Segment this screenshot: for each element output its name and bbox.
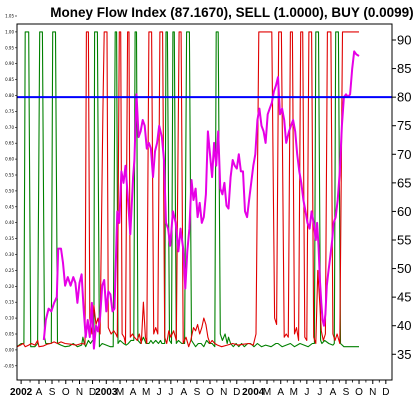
x-tick-label: J [304,387,309,398]
left-tick-label: 0.85 [5,77,14,82]
right-tick-label: 50 [397,261,411,276]
right-tick-label: 35 [397,347,411,362]
left-tick-label: 0.70 [5,125,14,130]
x-tick-label: M [263,387,271,398]
left-tick-label: 0.30 [5,252,14,257]
x-tick-label: A [181,387,188,398]
plot-area [16,31,392,350]
mfi-series-line [42,50,360,350]
left-tick-label: 0.50 [5,188,14,193]
left-tick-label: 0.15 [5,300,14,305]
x-tick-label: M [116,387,124,398]
right-tick-label: 70 [397,147,411,162]
left-tick-label: 1.00 [5,29,14,34]
right-tick-label: 45 [397,290,411,305]
x-tick-label: S [343,387,350,398]
left-tick-label: 0.05 [5,332,14,337]
right-tick-label: 80 [397,90,411,105]
left-tick-label: 0.75 [5,109,14,114]
x-tick-label: M [142,387,150,398]
left-tick-label: 0.35 [5,236,14,241]
x-tick-label: N [220,387,227,398]
right-tick-label: 90 [397,33,411,48]
left-tick-label: 0.90 [5,61,14,66]
x-tick-label: A [277,387,284,398]
chart-title: Money Flow Index (87.1670), SELL (1.0000… [50,5,413,20]
x-tick-label: O [355,387,363,398]
x-tick-label: J [157,387,162,398]
buy-series-line [16,31,359,348]
x-tick-label: D [382,387,389,398]
left-tick-label: 0.25 [5,268,14,273]
right-tick-label: 65 [397,175,411,190]
left-tick-label: 0.95 [5,45,14,50]
x-tick-label: M [290,387,298,398]
left-tick-label: 0.60 [5,157,14,162]
right-tick-label: 55 [397,233,411,248]
sell-series-line [16,31,359,348]
x-tick-label: 2004 [242,387,265,398]
left-tick-label: 1.05 [5,14,14,19]
left-tick-label: 0.10 [5,316,14,321]
x-tick-label: J [168,387,173,398]
x-tick-label: J [317,387,322,398]
left-tick-label: 0.55 [5,173,14,178]
right-tick-label: 75 [397,118,411,133]
left-tick-label: 0.65 [5,141,14,146]
x-tick-label: A [330,387,337,398]
plot-frame [16,23,393,381]
left-tick-label: 0.40 [5,220,14,225]
x-tick-label: 2002 [10,387,33,398]
x-tick-label: S [194,387,201,398]
left-tick-label: 0.45 [5,204,14,209]
left-tick-label: -0.05 [4,363,15,368]
right-tick-label: 85 [397,61,411,76]
x-tick-label: O [206,387,214,398]
x-tick-label: 2003 [95,387,118,398]
x-tick-label: O [62,387,70,398]
left-tick-label: 0.00 [5,347,14,352]
x-tick-label: D [233,387,240,398]
x-tick-label: N [369,387,376,398]
x-tick-label: S [49,387,56,398]
x-tick-label: N [76,387,83,398]
left-tick-label: 0.80 [5,93,14,98]
x-tick-label: A [36,387,43,398]
right-tick-label: 40 [397,318,411,333]
axes: 35 40 45 50 55 60 65 70 75 80 85 90 1.05 1.00 0.95 0.90… [4,14,412,399]
x-tick-label: D [89,387,96,398]
left-tick-label: 0.20 [5,284,14,289]
x-tick-label: A [130,387,137,398]
right-tick-label: 60 [397,204,411,219]
